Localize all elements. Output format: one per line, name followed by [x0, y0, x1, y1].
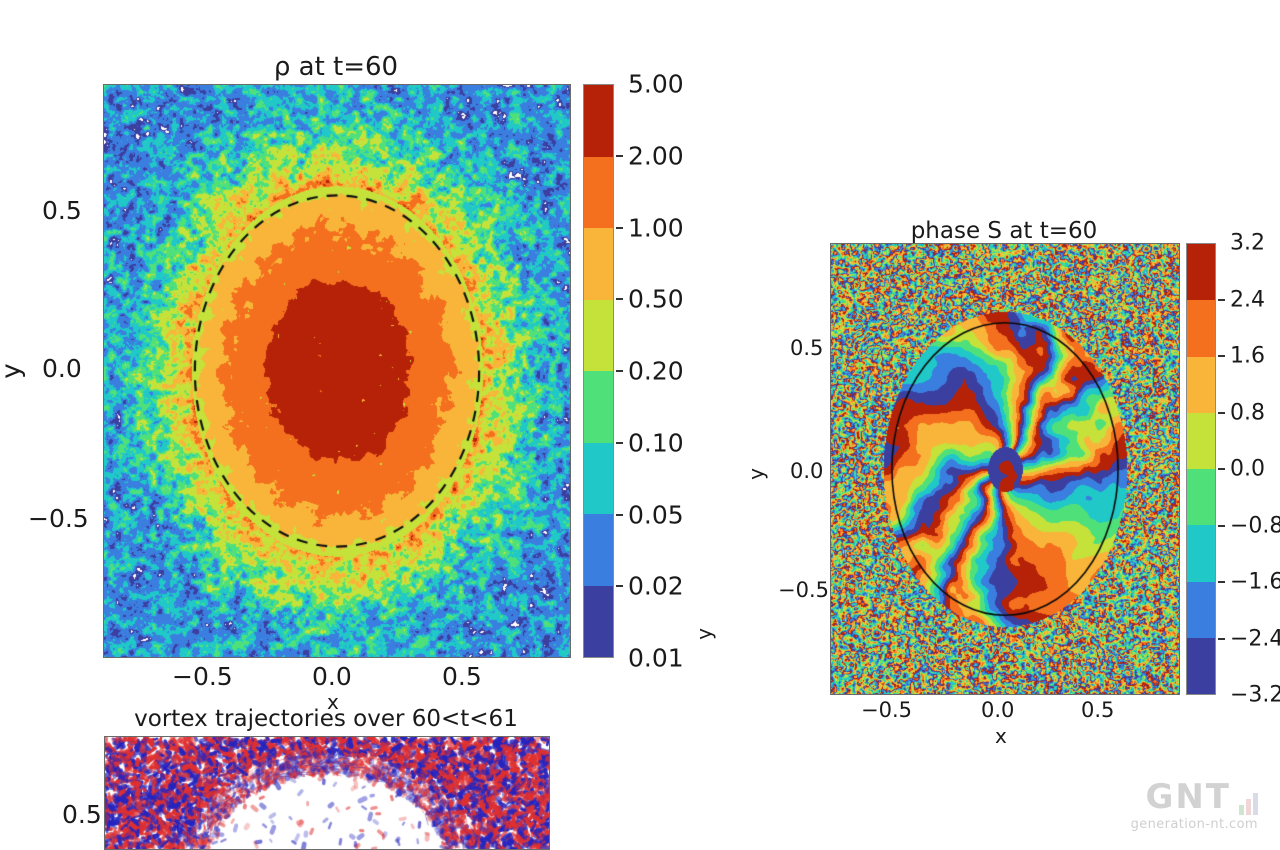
colorbar-tick-mark	[1218, 468, 1225, 470]
colorbar-tick-mark	[1218, 581, 1225, 583]
phase-ytick-0: 0.5	[790, 336, 824, 360]
density-xtick-0: −0.5	[172, 662, 233, 691]
density-xtick-2: 0.5	[442, 662, 482, 691]
watermark: GNT generation-nt.com	[1130, 776, 1258, 832]
colorbar-tick-mark	[616, 154, 623, 157]
colorbar-tick-mark	[616, 298, 623, 301]
vortex-scatter	[105, 737, 549, 849]
phase-xtick-0: −0.5	[861, 698, 912, 722]
colorbar-tick-label: 0.8	[1230, 400, 1265, 425]
colorbar-tick-label: 0.50	[628, 284, 684, 314]
colorbar-band	[584, 442, 613, 514]
vortex-plot-area	[104, 736, 550, 850]
colorbar-tick-label: 2.00	[628, 141, 684, 171]
colorbar-band	[1187, 581, 1215, 638]
colorbar-tick-label: −3.2	[1230, 682, 1280, 708]
colorbar-tick-label: −1.6	[1230, 569, 1280, 595]
colorbar-band	[1187, 469, 1215, 526]
colorbar-band	[1187, 637, 1215, 694]
colorbar-band	[1187, 356, 1215, 413]
colorbar-band	[1187, 300, 1215, 357]
phase-ytick-2: −0.5	[778, 578, 829, 602]
colorbar-tick-mark	[1218, 298, 1225, 301]
colorbar-tick-label: 2.4	[1230, 287, 1265, 312]
colorbar-tick-mark	[616, 370, 623, 372]
colorbar-tick-label: 0.05	[628, 500, 684, 529]
density-title: ρ at t=60	[273, 52, 399, 82]
colorbar-band	[1187, 244, 1215, 301]
colorbar-tick-label: 1.6	[1230, 343, 1265, 369]
colorbar-tick-mark	[616, 585, 623, 588]
density-colorbar-ticks: 0.01 0.02 0.05 0.10 0.20 0.50 1.00 2.00 5.00	[616, 70, 726, 673]
colorbar-tick-label: 1.00	[628, 213, 684, 242]
colorbar-tick-label: −0.8	[1230, 513, 1280, 538]
phase-colorbar	[1186, 243, 1216, 695]
colorbar-tick-label: 0.02	[628, 571, 684, 601]
colorbar-tick-label: 3.2	[1230, 230, 1265, 256]
density-ytick-0: 0.5	[42, 196, 82, 225]
colorbar-tick-label: 0.20	[628, 356, 684, 386]
phase-colorbar-ticks: −3.2 −2.4 −1.6 −0.8 0.0 0.8 1.6 2.4 3.2	[1218, 231, 1280, 708]
phase-xlabel: x	[995, 724, 1007, 748]
colorbar-band	[584, 514, 613, 586]
colorbar-tick-mark	[616, 513, 623, 516]
phase-ytick-1: 0.0	[790, 459, 824, 483]
watermark-url: generation-nt.com	[1130, 817, 1258, 832]
phase-xtick-1: 0.0	[981, 698, 1015, 722]
colorbar-band	[584, 228, 613, 300]
density-ytick-2: −0.5	[28, 504, 89, 533]
colorbar-tick-label: 5.00	[628, 69, 684, 99]
density-plot-area	[103, 84, 571, 658]
watermark-bars-icon	[1237, 781, 1258, 815]
vortex-ytick-0: 0.5	[62, 800, 102, 829]
colorbar-tick-mark	[1218, 637, 1225, 640]
vortex-title: vortex trajectories over 60<t<61	[134, 706, 518, 732]
phase-xtick-2: 0.5	[1081, 698, 1115, 722]
colorbar-tick-mark	[1218, 355, 1225, 357]
density-ytick-1: 0.0	[42, 354, 82, 383]
colorbar-tick-label: −2.4	[1230, 626, 1280, 651]
colorbar-tick-mark	[1218, 411, 1225, 414]
colorbar-tick-label: 0.0	[1230, 456, 1265, 482]
density-colorbar	[583, 84, 614, 658]
density-xtick-1: 0.0	[312, 662, 352, 691]
phase-heatmap	[831, 244, 1179, 694]
density-colorbar-label: y	[691, 628, 716, 640]
colorbar-band	[1187, 525, 1215, 582]
colorbar-tick-mark	[1218, 524, 1225, 527]
colorbar-tick-mark	[616, 441, 623, 444]
colorbar-tick-label: 0.10	[628, 428, 684, 458]
colorbar-band	[584, 585, 613, 657]
watermark-brand: GNT	[1145, 776, 1231, 817]
colorbar-tick-label: 0.01	[628, 643, 684, 673]
colorbar-band	[1187, 412, 1215, 469]
density-ylabel: y	[0, 363, 27, 378]
density-heatmap	[104, 85, 570, 657]
density-xlabel: x	[327, 690, 339, 714]
colorbar-band	[584, 371, 613, 443]
colorbar-band	[584, 85, 613, 157]
colorbar-band	[584, 299, 613, 371]
colorbar-band	[584, 156, 613, 228]
phase-ylabel: y	[743, 468, 768, 480]
phase-title: phase S at t=60	[910, 218, 1098, 244]
phase-plot-area	[830, 243, 1180, 695]
colorbar-tick-mark	[616, 226, 623, 229]
